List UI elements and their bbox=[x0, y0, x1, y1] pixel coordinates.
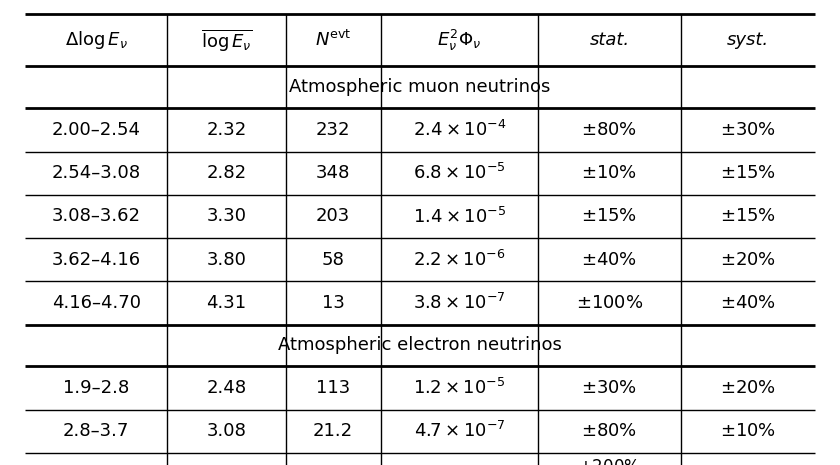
Text: $\Delta\log E_\nu$: $\Delta\log E_\nu$ bbox=[65, 29, 128, 51]
Text: 232: 232 bbox=[316, 121, 350, 139]
Text: $4.7 \times10^{-7}$: $4.7 \times10^{-7}$ bbox=[413, 421, 506, 441]
Text: $+200\%$: $+200\%$ bbox=[578, 458, 641, 465]
Text: $\pm20\%$: $\pm20\%$ bbox=[720, 379, 775, 397]
Text: $6.8 \times10^{-5}$: $6.8 \times10^{-5}$ bbox=[413, 163, 506, 183]
Text: Atmospheric muon neutrinos: Atmospheric muon neutrinos bbox=[289, 79, 551, 96]
Text: 2.82: 2.82 bbox=[207, 164, 247, 182]
Text: $\pm80\%$: $\pm80\%$ bbox=[581, 121, 638, 139]
Text: $\pm10\%$: $\pm10\%$ bbox=[720, 422, 775, 440]
Text: 113: 113 bbox=[316, 379, 350, 397]
Text: $N^{\mathrm{evt}}$: $N^{\mathrm{evt}}$ bbox=[315, 30, 351, 50]
Text: $\pm15\%$: $\pm15\%$ bbox=[720, 207, 775, 226]
Text: $3.8 \times10^{-7}$: $3.8 \times10^{-7}$ bbox=[413, 293, 506, 313]
Text: $2.4 \times10^{-4}$: $2.4 \times10^{-4}$ bbox=[412, 120, 507, 140]
Text: syst.: syst. bbox=[727, 31, 769, 49]
Text: 348: 348 bbox=[316, 164, 350, 182]
Text: $\pm100\%$: $\pm100\%$ bbox=[575, 294, 643, 312]
Text: 13: 13 bbox=[322, 294, 344, 312]
Text: $\pm10\%$: $\pm10\%$ bbox=[581, 164, 638, 182]
Text: $\pm30\%$: $\pm30\%$ bbox=[720, 121, 775, 139]
Text: $\overline{\log E_\nu}$: $\overline{\log E_\nu}$ bbox=[201, 27, 252, 53]
Text: stat.: stat. bbox=[590, 31, 629, 49]
Text: 3.08: 3.08 bbox=[207, 422, 246, 440]
Text: 4.16–4.70: 4.16–4.70 bbox=[52, 294, 141, 312]
Text: $\pm40\%$: $\pm40\%$ bbox=[720, 294, 775, 312]
Text: $\pm15\%$: $\pm15\%$ bbox=[581, 207, 638, 226]
Text: 2.32: 2.32 bbox=[207, 121, 247, 139]
Text: 2.54–3.08: 2.54–3.08 bbox=[52, 164, 141, 182]
Text: 3.30: 3.30 bbox=[207, 207, 247, 226]
Text: $\pm30\%$: $\pm30\%$ bbox=[581, 379, 638, 397]
Text: 2.48: 2.48 bbox=[207, 379, 247, 397]
Text: 2.8–3.7: 2.8–3.7 bbox=[63, 422, 129, 440]
Text: $2.2 \times10^{-6}$: $2.2 \times10^{-6}$ bbox=[413, 250, 506, 270]
Text: $\pm20\%$: $\pm20\%$ bbox=[720, 251, 775, 269]
Text: $1.2 \times10^{-5}$: $1.2 \times10^{-5}$ bbox=[413, 378, 506, 398]
Text: Atmospheric electron neutrinos: Atmospheric electron neutrinos bbox=[278, 337, 562, 354]
Text: $\pm15\%$: $\pm15\%$ bbox=[720, 164, 775, 182]
Text: 21.2: 21.2 bbox=[313, 422, 353, 440]
Text: 3.08–3.62: 3.08–3.62 bbox=[52, 207, 141, 226]
Text: $\pm80\%$: $\pm80\%$ bbox=[581, 422, 638, 440]
Text: 2.00–2.54: 2.00–2.54 bbox=[52, 121, 141, 139]
Text: 58: 58 bbox=[322, 251, 344, 269]
Text: $\pm40\%$: $\pm40\%$ bbox=[581, 251, 638, 269]
Text: 203: 203 bbox=[316, 207, 350, 226]
Text: 4.31: 4.31 bbox=[207, 294, 247, 312]
Text: 1.9–2.8: 1.9–2.8 bbox=[63, 379, 129, 397]
Text: $1.4 \times10^{-5}$: $1.4 \times10^{-5}$ bbox=[412, 206, 507, 226]
Text: 3.62–4.16: 3.62–4.16 bbox=[52, 251, 141, 269]
Text: $E_\nu^2\Phi_\nu$: $E_\nu^2\Phi_\nu$ bbox=[438, 28, 481, 53]
Text: 3.80: 3.80 bbox=[207, 251, 246, 269]
